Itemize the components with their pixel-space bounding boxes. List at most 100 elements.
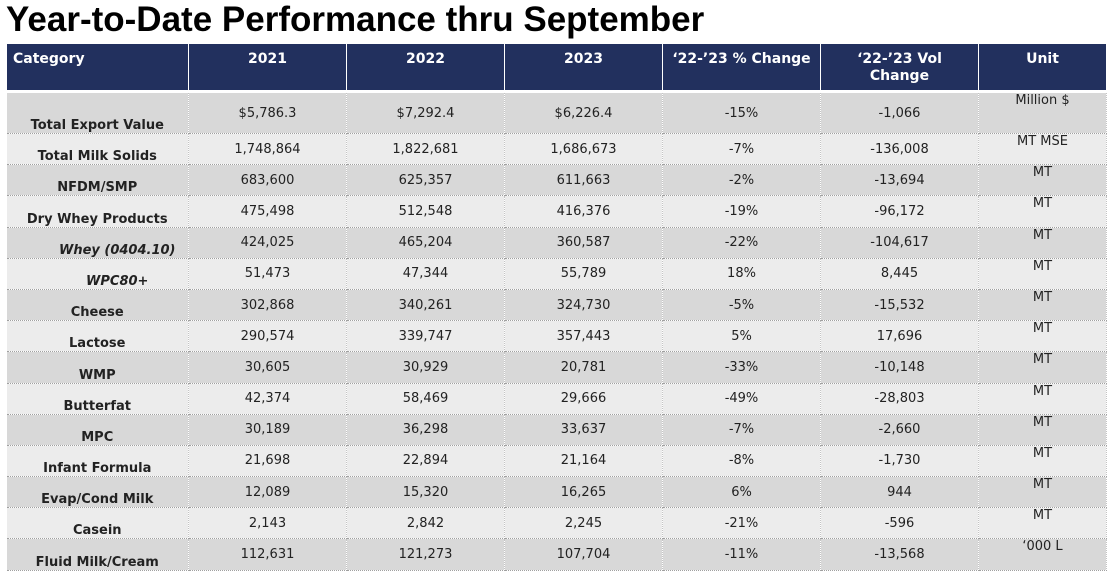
- table-body: Total Export Value $5,786.3 $7,292.4 $6,…: [6, 90, 1107, 571]
- column-header-pct-change: ‘22-’23 % Change: [662, 44, 821, 92]
- category-cell: Lactose: [6, 320, 189, 353]
- value-2021-cell: 302,868: [188, 289, 347, 322]
- table-row: Lactose 290,574 339,747 357,443 5% 17,69…: [6, 320, 1107, 353]
- vol-change-cell: -28,803: [820, 383, 979, 415]
- category-cell: WMP: [6, 351, 189, 384]
- vol-change-cell: 944: [820, 476, 979, 509]
- pct-change-cell: -19%: [662, 195, 821, 228]
- table-row: Fluid Milk/Cream 112,631 121,273 107,704…: [6, 538, 1107, 571]
- value-2022-cell: 121,273: [346, 538, 505, 571]
- value-2023-cell: 20,781: [504, 351, 663, 384]
- vol-change-cell: -13,568: [820, 538, 979, 571]
- unit-cell: MT: [978, 507, 1107, 540]
- value-2023-cell: 324,730: [504, 289, 663, 322]
- value-2023-cell: 29,666: [504, 383, 663, 415]
- pct-change-cell: 6%: [662, 476, 821, 509]
- category-cell: Total Milk Solids: [6, 133, 189, 166]
- vol-change-cell: -104,617: [820, 227, 979, 259]
- pct-change-cell: -21%: [662, 507, 821, 540]
- pct-change-cell: -8%: [662, 445, 821, 478]
- page-title: Year-to-Date Performance thru September: [6, 0, 705, 39]
- pct-change-cell: -49%: [662, 383, 821, 415]
- vol-change-cell: -596: [820, 507, 979, 540]
- unit-cell: MT: [978, 164, 1107, 197]
- category-cell: Whey (0404.10): [6, 227, 189, 259]
- value-2023-cell: 416,376: [504, 195, 663, 228]
- category-cell: NFDM/SMP: [6, 164, 189, 197]
- pct-change-cell: -7%: [662, 414, 821, 446]
- category-cell: Total Export Value: [6, 90, 189, 134]
- value-2022-cell: 15,320: [346, 476, 505, 509]
- category-cell: Butterfat: [6, 383, 189, 415]
- table-row: Total Export Value $5,786.3 $7,292.4 $6,…: [6, 90, 1107, 134]
- table-row: Total Milk Solids 1,748,864 1,822,681 1,…: [6, 133, 1107, 166]
- pct-change-cell: -2%: [662, 164, 821, 197]
- unit-cell: MT: [978, 383, 1107, 415]
- column-header-vol-change: ‘22-’23 Vol Change: [820, 44, 979, 92]
- table-row: NFDM/SMP 683,600 625,357 611,663 -2% -13…: [6, 164, 1107, 197]
- value-2021-cell: 21,698: [188, 445, 347, 478]
- header-row: Category 2021 2022 2023 ‘22-’23 % Change…: [6, 44, 1107, 92]
- unit-cell: MT: [978, 258, 1107, 290]
- value-2021-cell: $5,786.3: [188, 90, 347, 134]
- table-row: Casein 2,143 2,842 2,245 -21% -596 MT: [6, 507, 1107, 540]
- value-2021-cell: 1,748,864: [188, 133, 347, 166]
- unit-cell: MT: [978, 227, 1107, 259]
- value-2022-cell: 2,842: [346, 507, 505, 540]
- value-2023-cell: 55,789: [504, 258, 663, 290]
- vol-change-cell: -96,172: [820, 195, 979, 228]
- category-cell: Dry Whey Products: [6, 195, 189, 228]
- value-2021-cell: 424,025: [188, 227, 347, 259]
- category-cell: WPC80+: [6, 258, 189, 290]
- column-header-2021: 2021: [188, 44, 347, 92]
- category-cell: Casein: [6, 507, 189, 540]
- value-2023-cell: 357,443: [504, 320, 663, 353]
- value-2022-cell: 625,357: [346, 164, 505, 197]
- unit-cell: MT: [978, 476, 1107, 509]
- value-2022-cell: 36,298: [346, 414, 505, 446]
- table-row: Cheese 302,868 340,261 324,730 -5% -15,5…: [6, 289, 1107, 322]
- unit-cell: ‘000 L: [978, 538, 1107, 571]
- table-row: Butterfat 42,374 58,469 29,666 -49% -28,…: [6, 383, 1107, 415]
- value-2022-cell: 58,469: [346, 383, 505, 415]
- value-2021-cell: 2,143: [188, 507, 347, 540]
- value-2023-cell: $6,226.4: [504, 90, 663, 134]
- pct-change-cell: 18%: [662, 258, 821, 290]
- value-2021-cell: 112,631: [188, 538, 347, 571]
- unit-cell: MT: [978, 289, 1107, 322]
- table-row: MPC 30,189 36,298 33,637 -7% -2,660 MT: [6, 414, 1107, 446]
- vol-change-cell: -1,730: [820, 445, 979, 478]
- unit-cell: MT: [978, 320, 1107, 353]
- unit-cell: MT: [978, 351, 1107, 384]
- ytd-performance-table: Category 2021 2022 2023 ‘22-’23 % Change…: [6, 44, 1107, 571]
- value-2021-cell: 51,473: [188, 258, 347, 290]
- value-2022-cell: $7,292.4: [346, 90, 505, 134]
- pct-change-cell: -7%: [662, 133, 821, 166]
- value-2021-cell: 30,189: [188, 414, 347, 446]
- vol-change-cell: 8,445: [820, 258, 979, 290]
- vol-change-cell: -10,148: [820, 351, 979, 384]
- unit-cell: MT MSE: [978, 133, 1107, 166]
- pct-change-cell: 5%: [662, 320, 821, 353]
- value-2021-cell: 42,374: [188, 383, 347, 415]
- vol-change-cell: 17,696: [820, 320, 979, 353]
- unit-cell: Million $: [978, 90, 1107, 134]
- category-cell: Cheese: [6, 289, 189, 322]
- column-header-category: Category: [6, 44, 189, 92]
- value-2022-cell: 512,548: [346, 195, 505, 228]
- unit-cell: MT: [978, 414, 1107, 446]
- pct-change-cell: -33%: [662, 351, 821, 384]
- unit-cell: MT: [978, 445, 1107, 478]
- value-2022-cell: 465,204: [346, 227, 505, 259]
- value-2023-cell: 16,265: [504, 476, 663, 509]
- value-2023-cell: 2,245: [504, 507, 663, 540]
- vol-change-cell: -136,008: [820, 133, 979, 166]
- category-cell: Fluid Milk/Cream: [6, 538, 189, 571]
- value-2022-cell: 340,261: [346, 289, 505, 322]
- value-2023-cell: 1,686,673: [504, 133, 663, 166]
- unit-cell: MT: [978, 195, 1107, 228]
- table-row: Dry Whey Products 475,498 512,548 416,37…: [6, 195, 1107, 228]
- vol-change-cell: -2,660: [820, 414, 979, 446]
- vol-change-cell: -13,694: [820, 164, 979, 197]
- pct-change-cell: -15%: [662, 90, 821, 134]
